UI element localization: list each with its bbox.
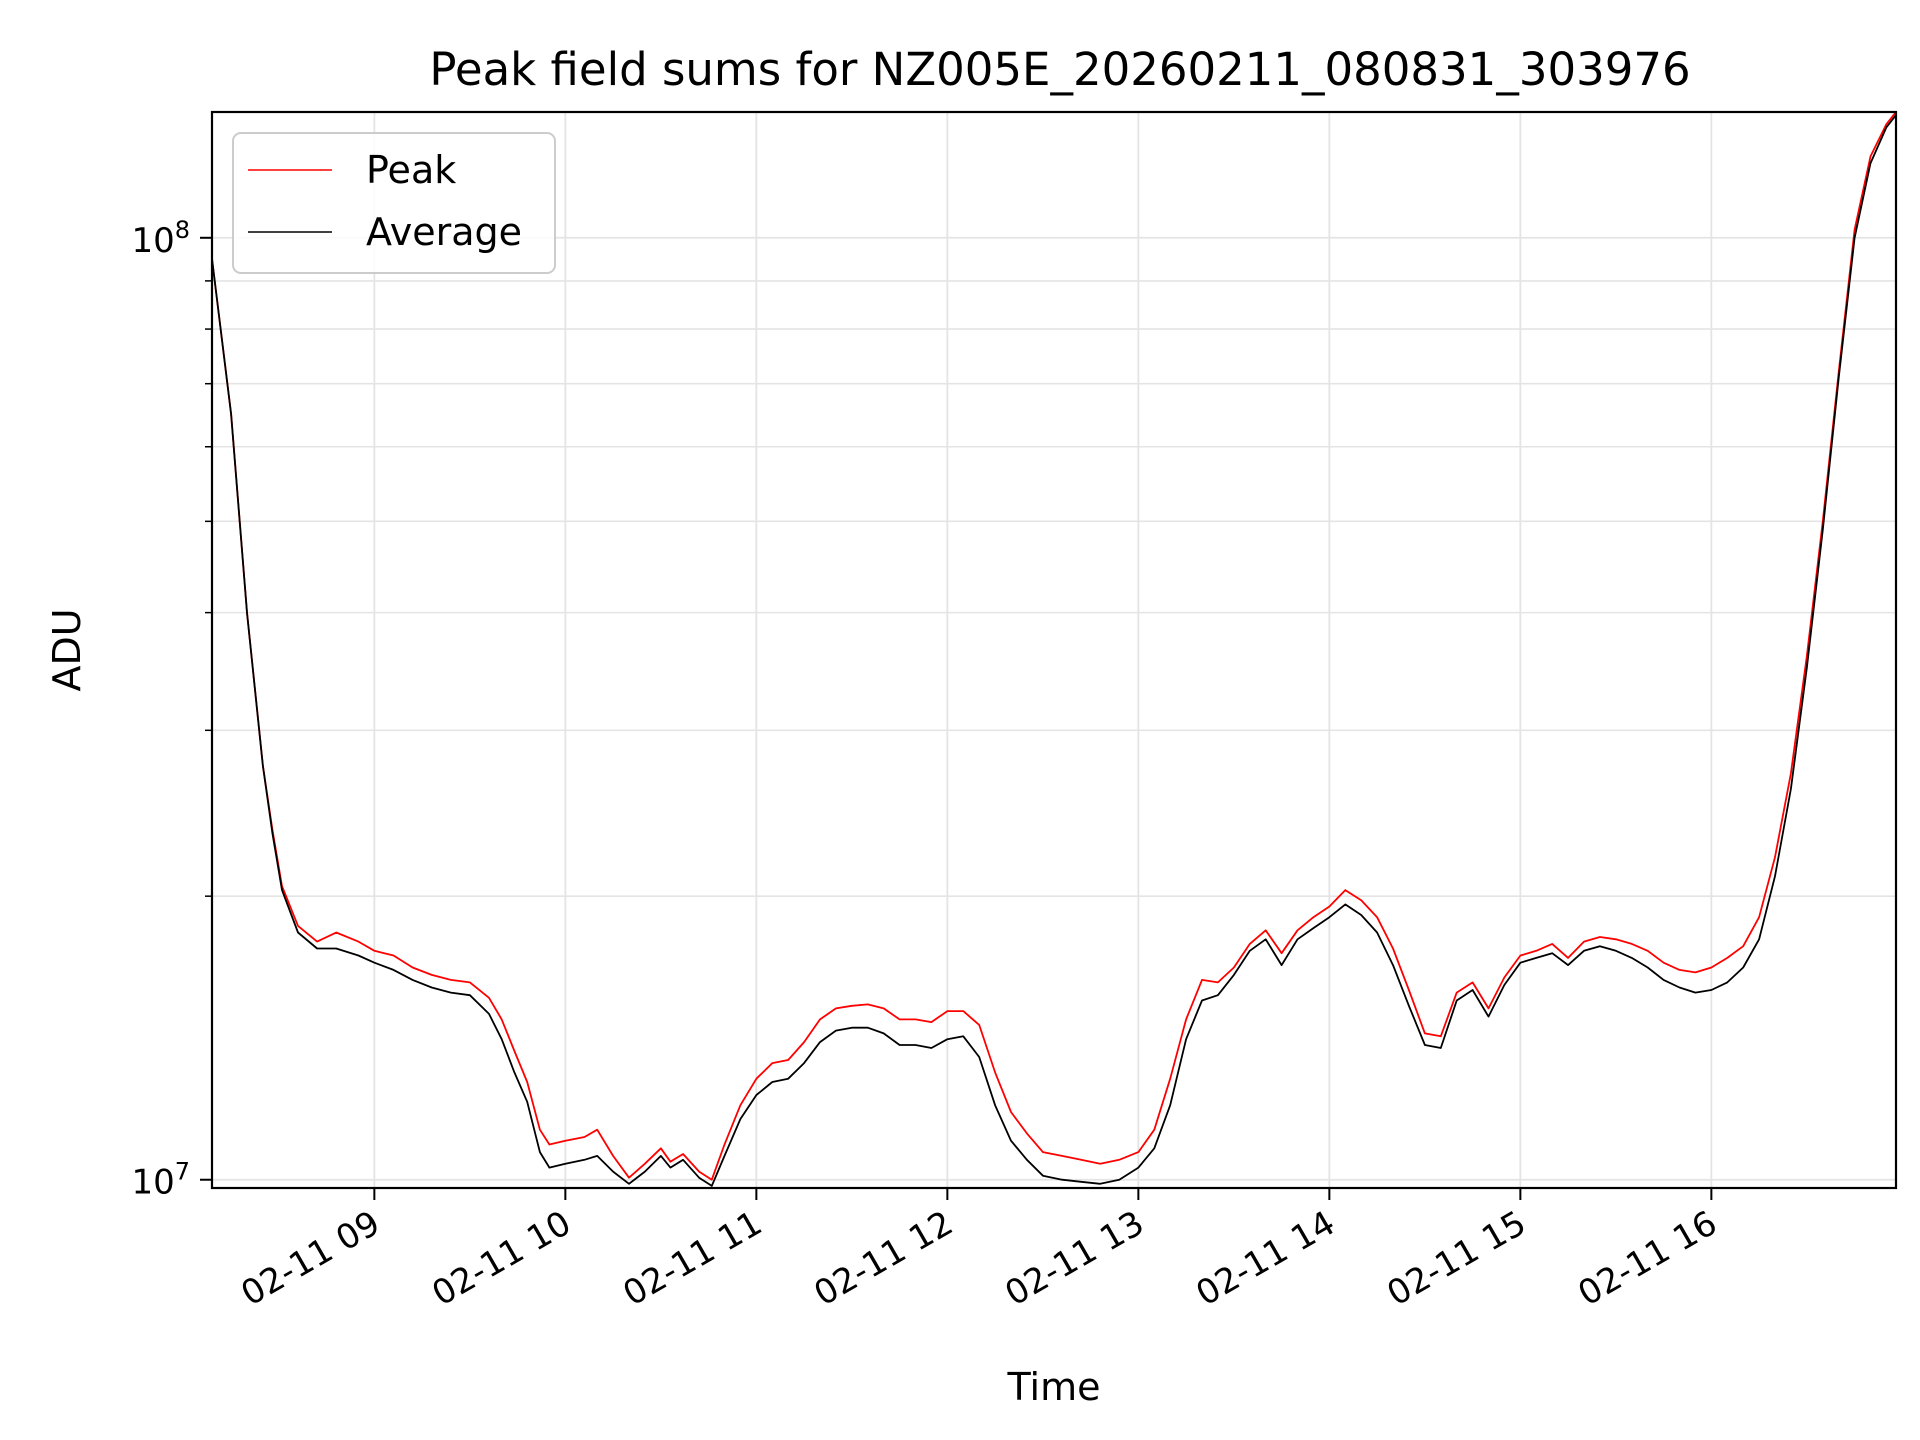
legend: Peak Average <box>232 132 556 274</box>
series-line-peak <box>212 112 1896 1181</box>
legend-peak-label: Peak <box>366 148 456 192</box>
legend-average-label: Average <box>366 210 522 254</box>
y-tick-label: 108 <box>131 216 190 261</box>
y-tick-label: 107 <box>131 1158 190 1203</box>
legend-box <box>232 132 556 274</box>
chart-title: Peak field sums for NZ005E_20260211_0808… <box>429 43 1690 96</box>
y-axis-label: ADU <box>45 608 89 691</box>
plot-series <box>212 112 1896 1187</box>
plot-frame <box>210 110 1898 1190</box>
grid-lines <box>212 112 1896 1188</box>
series-line-average <box>212 114 1896 1187</box>
x-axis-label: Time <box>1007 1365 1101 1409</box>
